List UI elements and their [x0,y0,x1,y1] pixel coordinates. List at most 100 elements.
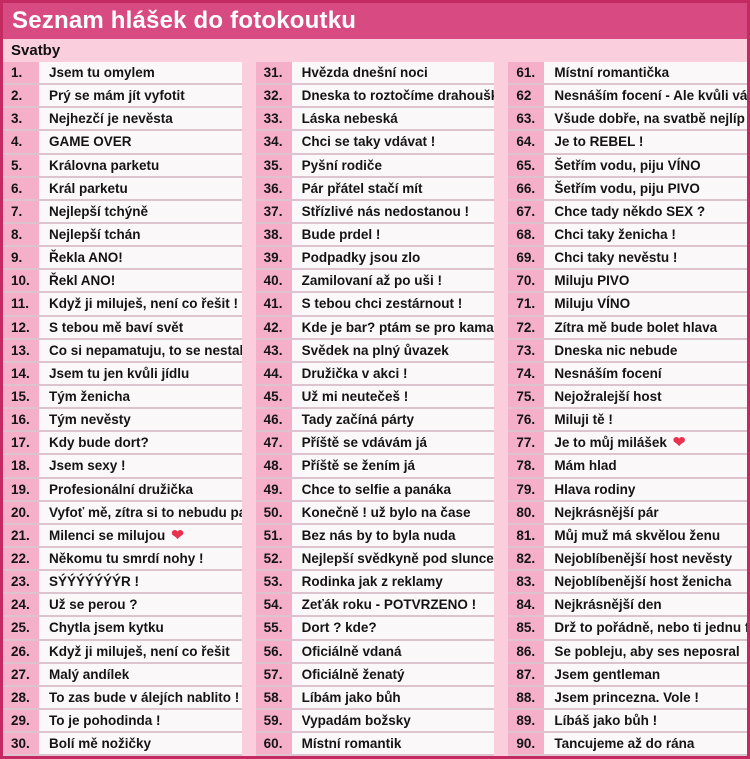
item-number: 3. [3,108,39,130]
item-text: Nejožralejší host [544,385,748,408]
item-number: 68. [508,223,545,246]
item-number: 29. [3,709,39,732]
item-number: 17. [3,432,39,454]
item-text: Podpadky jsou zlo [291,247,495,269]
item-number: 65. [508,154,545,176]
item-number: 21. [3,524,39,546]
item-number: 44. [255,362,292,384]
item-text: Šetřím vodu, piju PIVO [544,177,748,199]
item-number: 71. [508,293,545,315]
item-text: S tebou chci zestárnout ! [291,293,495,315]
item-text: Místní romantička [544,62,748,84]
list-item: 31. Hvězda dnešní noci [255,62,495,86]
list-item: 2. Prý se mám jít vyfotit [3,85,242,109]
list-item: 50. Konečně ! už bylo na čase [255,501,495,525]
list-item: 47. Příště se vdávám já [255,432,495,456]
item-text: Jsem gentleman [544,663,748,685]
item-number: 84. [508,594,545,616]
item-number: 85. [508,617,545,639]
item-number: 20. [3,501,39,523]
list-item: 53. Rodinka jak z reklamy [255,571,495,595]
item-number: 49. [255,478,292,500]
list-item: 64. Je to REBEL ! [508,131,748,155]
list-item: 83. Nejoblíbenější host ženicha [508,571,748,595]
list-item: 9. Řekla ANO! [3,247,242,271]
item-text: Chce to selfie a panáka [291,478,495,500]
item-number: 54. [255,594,292,616]
item-text: Šetřím vodu, piju VÍNO [544,154,748,176]
item-number: 47. [255,432,292,454]
item-number: 24. [3,594,39,616]
list-item: 44. Družička v akci ! [255,362,495,386]
item-text: Pár přátel stačí mít [291,177,495,199]
item-number: 19. [3,478,39,500]
item-text: Láska nebeská [291,108,495,130]
list-item: 74. Nesnáším focení [508,362,748,386]
item-text: Nejlepší tchán [39,223,242,246]
item-text: Královna parketu [39,154,242,176]
item-number: 41. [255,293,292,315]
item-number: 4. [3,131,39,153]
item-text: Někomu tu smrdí nohy ! [39,547,242,570]
item-text: Líbám jako bůh [291,686,495,708]
list-item: 8. Nejlepší tchán [3,223,242,248]
item-number: 73. [508,339,545,361]
list-item: 30. Bolí mě nožičky [3,733,242,757]
item-number: 39. [255,247,292,269]
list-item: 39. Podpadky jsou zlo [255,247,495,271]
item-text: Příště se vdávám já [291,432,495,454]
item-number: 43. [255,339,292,361]
item-number: 58. [255,686,292,708]
list-item: 57. Oficiálně ženatý [255,663,495,687]
item-number: 79. [508,478,545,500]
item-number: 25. [3,617,39,639]
item-text: Je to můj milášek ❤ [544,432,748,454]
item-number: 59. [255,709,292,732]
item-text: Jsem sexy ! [39,455,242,477]
item-text: Prý se mám jít vyfotit [39,85,242,107]
item-number: 56. [255,640,292,662]
item-text: Jsem tu omylem [39,62,242,84]
item-number: 34. [255,131,292,153]
item-text: Všude dobře, na svatbě nejlíp [544,108,748,130]
section-title: Svatby [11,42,61,59]
item-number: 83. [508,571,545,593]
item-text: Můj muž má skvělou ženu [544,524,748,546]
item-number: 5. [3,154,39,176]
item-text: Když ji miluješ, není co řešit ! [39,293,242,315]
list-item: 37. Střízlivé nás nedostanou ! [255,200,495,224]
item-number: 51. [255,524,292,546]
item-number: 53. [255,571,292,593]
list-item: 12. S tebou mě baví svět [3,316,242,340]
item-number: 14. [3,362,39,384]
item-text: Tancujeme až do rána [544,733,748,755]
item-text: Mám hlad [544,455,748,477]
item-text: Je to REBEL ! [544,131,748,153]
item-number: 15. [3,385,39,408]
item-number: 36. [255,177,292,199]
list-item: 76. Miluji tě ! [508,409,748,433]
item-number: 72. [508,316,545,338]
item-number: 35. [255,154,292,176]
item-number: 26. [3,640,39,662]
item-number: 7. [3,200,39,222]
list-item: 10. Řekl ANO! [3,270,242,294]
list-item: 66. Šetřím vodu, piju PIVO [508,177,748,201]
item-text: Oficiálně ženatý [291,663,495,685]
item-text: Dneska nic nebude [544,339,748,361]
item-number: 63. [508,108,545,130]
list-item: 73. Dneska nic nebude [508,339,748,363]
list-item: 1. Jsem tu omylem [3,62,242,86]
item-text: Zamilovaní až po uši ! [291,270,495,292]
item-number: 38. [255,223,292,246]
item-text: Nejkrásnější den [544,594,748,616]
list-item: 70. Miluju PIVO [508,270,748,294]
item-text: Chci taky nevěstu ! [544,247,748,269]
list-item: 34. Chci se taky vdávat ! [255,131,495,155]
list-item: 65. Šetřím vodu, piju VÍNO [508,154,748,178]
item-text: Rodinka jak z reklamy [291,571,495,593]
item-text: Pyšní rodiče [291,154,495,176]
list-item: 88. Jsem princezna. Vole ! [508,686,748,710]
item-text: Nejoblíbenější host nevěsty [544,547,748,570]
item-number: 69. [508,247,545,269]
